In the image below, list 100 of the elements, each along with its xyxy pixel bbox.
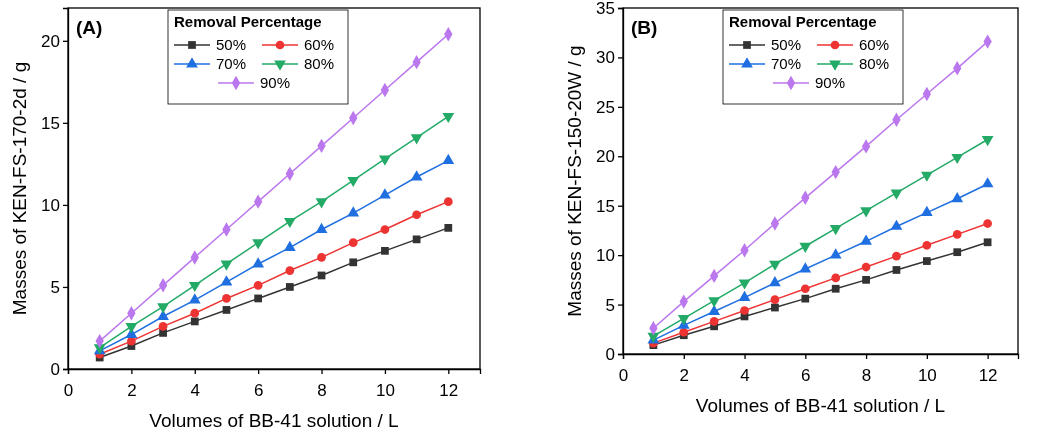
x-axis-title: Volumes of BB-41 solution / L — [149, 410, 399, 431]
legend-label: 90% — [815, 74, 846, 91]
point — [922, 257, 931, 265]
legend-label: 70% — [771, 55, 802, 72]
legend-title: Removal Percentage — [729, 13, 877, 30]
point — [381, 246, 389, 255]
legend-label: 50% — [216, 36, 247, 53]
point — [444, 224, 453, 232]
point — [158, 321, 168, 331]
point — [125, 322, 138, 334]
point — [349, 258, 358, 267]
point — [315, 198, 328, 209]
x-tick-label: 8 — [317, 380, 327, 400]
point — [951, 192, 964, 203]
point — [981, 177, 994, 188]
point — [188, 281, 201, 293]
legend-label: 60% — [304, 36, 335, 53]
point — [285, 266, 295, 275]
point — [892, 266, 901, 274]
point — [283, 217, 296, 229]
point — [952, 230, 962, 239]
point — [188, 293, 201, 304]
x-tick-label: 2 — [127, 380, 137, 400]
point — [953, 248, 962, 257]
point — [831, 284, 840, 293]
x-tick-label: 8 — [861, 365, 872, 385]
point — [379, 155, 391, 166]
point — [799, 262, 812, 273]
x-tick-label: 0 — [63, 380, 74, 400]
point — [379, 188, 391, 199]
point — [380, 225, 390, 234]
y-tick-label: 5 — [605, 295, 615, 315]
y-tick-label: 5 — [50, 277, 60, 297]
x-tick-label: 0 — [618, 365, 629, 385]
legend-label: 50% — [771, 36, 802, 53]
point — [890, 189, 903, 200]
point — [254, 294, 263, 303]
x-tick-label: 2 — [679, 365, 689, 385]
point — [348, 238, 358, 248]
point — [190, 317, 199, 326]
text: (A) — [76, 17, 103, 38]
x-tick-label: 6 — [801, 365, 811, 385]
point — [951, 153, 964, 165]
y-axis-title: Masses of KEN-FS-150-20W / g — [564, 45, 585, 317]
point — [860, 234, 872, 245]
point — [412, 235, 421, 244]
point — [412, 210, 421, 220]
point — [770, 295, 780, 304]
point — [981, 136, 994, 147]
legend-label: 90% — [260, 74, 291, 91]
y-tick-label: 35 — [596, 0, 615, 18]
y-tick-label: 15 — [41, 113, 60, 133]
x-tick-label: 12 — [978, 365, 998, 385]
point — [920, 171, 933, 182]
x-tick-label: 6 — [253, 380, 264, 400]
x-tick-label: 10 — [917, 365, 937, 385]
x-tick-label: 4 — [740, 365, 750, 385]
x-tick-label: 10 — [375, 380, 395, 400]
point — [801, 294, 810, 303]
y-tick-label: 20 — [596, 147, 615, 167]
y-tick-label: 30 — [596, 48, 615, 68]
point — [679, 327, 689, 337]
point — [285, 283, 294, 291]
point — [410, 170, 423, 181]
point — [920, 205, 933, 217]
point — [190, 308, 200, 318]
point — [892, 251, 901, 261]
point — [347, 176, 360, 188]
point — [738, 290, 751, 302]
point — [983, 238, 992, 247]
point — [862, 275, 870, 284]
y-tick-label: 0 — [605, 344, 615, 364]
legend-label: 80% — [304, 55, 335, 72]
y-tick-label: 20 — [41, 31, 60, 51]
point — [220, 275, 233, 286]
x-axis-title: Volumes of BB-41 solution / L — [695, 395, 946, 416]
point — [252, 239, 265, 250]
point — [157, 303, 169, 314]
point — [410, 134, 423, 145]
legend-title: Removal Percentage — [174, 13, 322, 30]
point — [922, 240, 932, 250]
point — [317, 253, 326, 262]
point — [222, 306, 231, 314]
legend-label: 60% — [859, 36, 890, 53]
point — [253, 280, 263, 290]
point — [740, 306, 749, 315]
y-tick-label: 10 — [41, 195, 60, 215]
point — [829, 248, 842, 259]
x-tick-label: 4 — [190, 380, 200, 400]
point — [347, 206, 360, 217]
y-axis-title: Masses of KEN-FS-170-2d / g — [9, 61, 30, 316]
point — [442, 112, 455, 124]
chart-title: (B) — [631, 17, 658, 38]
point — [983, 219, 992, 228]
point — [800, 284, 810, 294]
point — [220, 260, 233, 271]
point — [709, 317, 719, 326]
point — [831, 273, 841, 283]
point — [769, 260, 781, 271]
legend-label: 70% — [216, 55, 247, 72]
